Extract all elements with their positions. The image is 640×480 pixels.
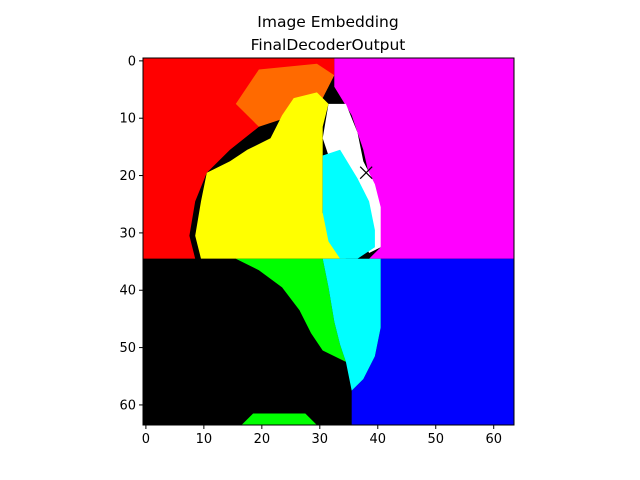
region-green-bottom-strip [241, 413, 317, 425]
region-orange [235, 63, 335, 127]
x-tick-label: 60 [485, 432, 502, 447]
y-tick-label: 10 [119, 112, 136, 127]
region-green [235, 258, 346, 362]
marker-x-stroke [359, 166, 373, 180]
region-blue [351, 258, 514, 425]
image-regions [143, 58, 514, 425]
plot-frame [142, 57, 515, 426]
x-tick-label: 0 [142, 432, 150, 447]
chart-subtitle: FinalDecoderOutput [251, 36, 406, 54]
marker-layer [359, 166, 373, 180]
x-tick-label: 40 [370, 432, 387, 447]
y-tick-label: 50 [119, 341, 136, 356]
x-tick-label: 20 [254, 432, 271, 447]
chart-title: Image Embedding [257, 13, 398, 31]
region-black [143, 258, 358, 425]
y-tick-label: 30 [119, 226, 136, 241]
y-tick-label: 60 [119, 398, 136, 413]
y-axis: 0 10 20 30 40 50 60 [119, 54, 143, 413]
x-tick-label: 30 [312, 432, 329, 447]
region-yellow [195, 92, 346, 259]
x-tick-label: 10 [196, 432, 213, 447]
region-red [143, 58, 335, 259]
y-tick-label: 0 [128, 54, 136, 69]
y-tick-label: 40 [119, 284, 136, 299]
x-tick-label: 50 [427, 432, 444, 447]
region-cyan-upper [322, 149, 375, 259]
y-tick-label: 20 [119, 169, 136, 184]
region-cyan-lower [322, 258, 381, 391]
x-axis: 0 10 20 30 40 50 60 [142, 425, 502, 447]
